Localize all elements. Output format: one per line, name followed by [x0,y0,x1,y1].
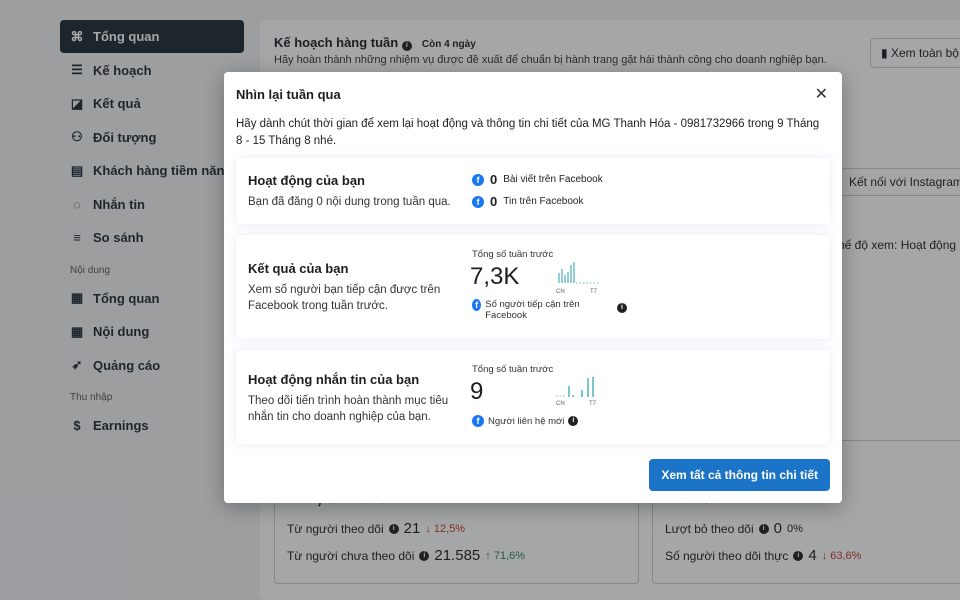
info-icon[interactable]: i [758,523,769,534]
sidebar-item-2[interactable]: ➶ Quảng cáo [60,349,244,382]
sidebar-item-6[interactable]: ≡ So sánh [60,221,244,254]
facebook-icon: f [472,173,484,186]
svg-text:T7: T7 [590,289,598,295]
modal-desc: Hãy dành chút thời gian để xem lại hoạt … [236,118,820,147]
sidebar: ⌘ Tổng quan ☰ Kế hoạch ◪ Kết quả ⚇ Đối tượng ▤ Kh… [60,20,244,443]
info-icon[interactable]: i [617,303,627,313]
section-desc: Xem số người bạn tiếp cận được trên Face… [248,284,441,312]
list-icon: ☰ [71,62,83,77]
chat-icon: ◌ [73,196,81,212]
reach-sparkline: CN T7 [556,262,598,295]
sidebar-item-0[interactable]: $ Earnings [60,409,244,442]
rocket-icon: ➶ [71,357,83,372]
section-desc: Theo dõi tiến trình hoàn thành mục tiêu … [248,395,449,423]
modal-title: Nhìn lại tuần qua [236,87,341,102]
info-icon[interactable]: i [419,550,430,561]
svg-text:CN: CN [556,289,565,295]
view-all-button[interactable]: ▮ Xem toàn bộ [870,38,960,68]
compare-icon: ≡ [73,230,81,245]
overview-icon: ⌘ [70,28,84,44]
info-icon[interactable]: i [388,523,399,534]
table-icon: ▦ [70,323,84,339]
sidebar-item-1[interactable]: ☰ Kế hoạch [60,54,244,87]
section-desc: Bạn đã đăng 0 nội dung trong tuần qua. [248,196,451,208]
sidebar-item-2[interactable]: ◪ Kết quả [70,95,141,112]
weekly-recap-modal: Nhìn lại tuần qua ✕ Hãy dành chút thời g… [224,72,842,503]
view-all-insights-button[interactable]: Xem tất cả thông tin chi tiết [649,459,830,491]
info-icon[interactable]: i [401,41,412,51]
chart-icon: ◪ [70,95,84,111]
close-icon[interactable]: ✕ [814,86,828,103]
svg-text:T7: T7 [589,401,597,406]
facebook-icon: f [472,299,482,311]
messaging-value: 9 [470,378,484,405]
info-icon[interactable]: i [568,416,579,426]
messaging-sparkline: CN T7 [556,377,597,406]
activity-section: Hoạt động của bạn Bạn đã đăng 0 nội dung… [236,158,830,224]
contact-card-icon: ▤ [70,162,84,178]
view-mode-select[interactable]: hế độ xem: Hoạt động nh [838,238,960,252]
sidebar-item-0[interactable]: ▦ Tổng quan [70,290,160,306]
section-title: Kết quả của bạn [248,261,349,276]
people-icon: ⚇ [71,129,83,144]
grid-icon: ▦ [70,290,84,305]
sidebar-section-label: Thu nhập [70,392,113,403]
results-section: Kết quả của bạn Xem số người bạn tiếp cậ… [236,235,830,339]
facebook-icon: f [472,195,484,208]
sidebar-item-5[interactable]: ◌ Nhắn tin [60,188,244,221]
sidebar-item-1[interactable]: ▦ Nội dung [70,323,150,340]
section-title: Hoạt động nhắn tin của bạn [248,372,420,387]
sidebar-item-3[interactable]: ⚇ Đối tượng [60,121,244,154]
sidebar-section-label: Nội dung [70,264,111,276]
messaging-section: Hoạt động nhắn tin của bạn Theo dõi tiến… [236,350,830,444]
reach-value: 7,3K [470,263,520,290]
sidebar-item-4[interactable]: ▤ Khách hàng tiềm năng [70,162,233,179]
days-left-badge: Còn 4 ngày [421,39,476,50]
info-icon[interactable]: i [793,550,804,561]
facebook-icon: f [472,415,484,427]
sidebar-item-0[interactable]: ⌘ Tổng quan [60,20,244,53]
svg-text:CN: CN [556,401,565,406]
weekly-plan-desc: Hãy hoàn thành những nhiệm vụ được đề xu… [274,54,827,66]
weekly-plan-title: Kế hoạch hàng tuần i Còn 4 ngày [274,35,476,51]
section-title: Hoạt động của bạn [248,173,365,188]
dollar-icon: $ [73,418,81,433]
